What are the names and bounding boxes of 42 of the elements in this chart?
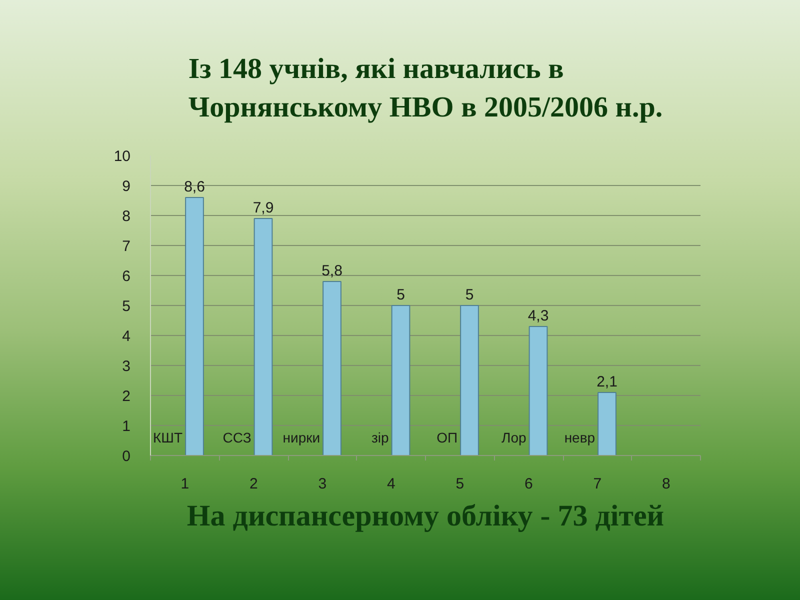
annotation: невр (564, 430, 596, 446)
annotation: Лор (502, 430, 527, 446)
chart-title: Із 148 учнів, які навчались в Чорнянському НВО в 2005/2006 н.р. (188, 53, 663, 124)
y-tick-label: 0 (122, 448, 130, 465)
annotation: ССЗ (222, 430, 252, 446)
y-tick-label: 9 (122, 178, 130, 195)
bar (528, 326, 548, 456)
bar (322, 281, 342, 456)
y-tick-label: 1 (122, 418, 130, 435)
bar (598, 392, 616, 456)
x-tick-label: 8 (662, 476, 670, 492)
data-label: 2,1 (596, 374, 618, 390)
y-tick-label: 4 (122, 328, 130, 345)
bar (254, 218, 273, 456)
x-tick-label: 2 (249, 476, 258, 492)
y-tick-label: 2 (122, 388, 130, 405)
bar (185, 197, 204, 456)
data-label: 4,3 (528, 308, 549, 324)
y-tick-label: 3 (122, 358, 130, 375)
y-tick-label: 8 (122, 208, 130, 225)
y-tick-label: 7 (122, 238, 130, 255)
data-label: 5 (396, 286, 405, 304)
x-tick-label: 1 (180, 476, 190, 492)
data-label: 8,6 (184, 178, 205, 196)
data-label: 7,9 (252, 200, 274, 216)
annotation: нирки (282, 430, 320, 446)
data-label: 5,8 (322, 262, 342, 280)
bar (460, 305, 479, 456)
annotation: зір (371, 430, 390, 446)
x-tick-label: 6 (524, 476, 533, 492)
x-tick-label: 3 (318, 476, 327, 492)
annotation: КШТ (153, 430, 184, 446)
y-tick-label: 6 (122, 268, 130, 285)
y-tick-label: 10 (114, 148, 131, 165)
bar (391, 305, 410, 456)
annotation: ОП (436, 430, 458, 446)
y-tick-label: 5 (122, 298, 130, 315)
x-tick-label: 4 (386, 476, 396, 492)
x-tick-label: 5 (456, 476, 464, 492)
text: На диспансерному обліку - 73 дітей (186, 500, 664, 532)
x-tick-label: 7 (593, 476, 602, 492)
data-label: 5 (465, 286, 474, 304)
